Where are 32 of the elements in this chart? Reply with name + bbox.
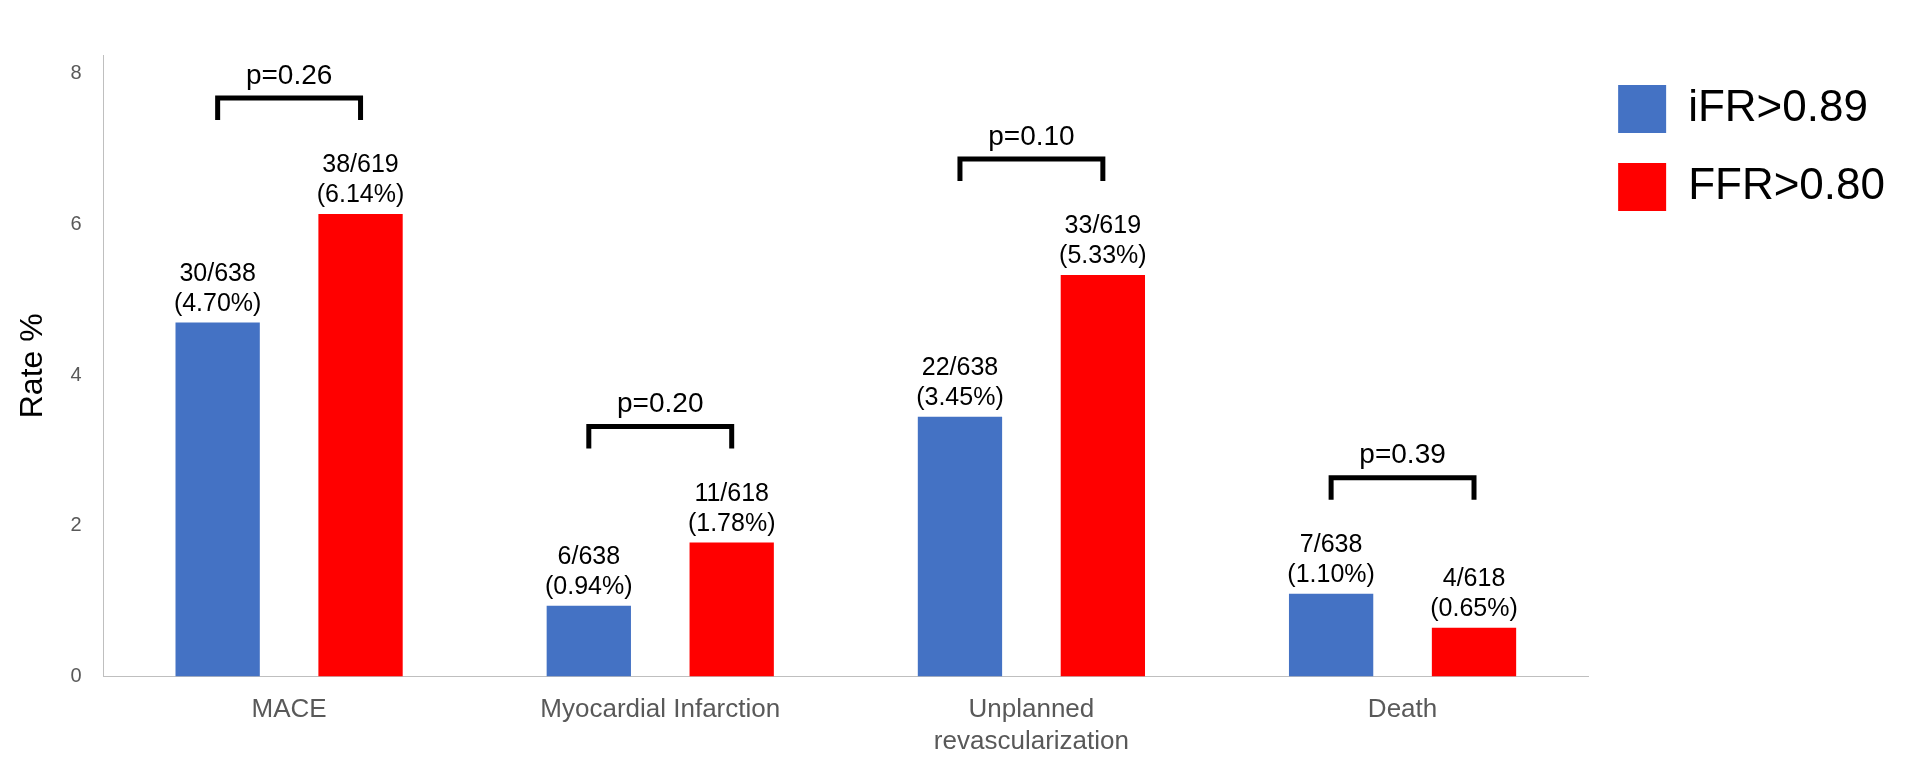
annotation: p=0.39 [1359, 438, 1446, 470]
data-label: 30/638 (4.70%) [173, 257, 262, 316]
bar [175, 322, 260, 677]
y-tick-label: 4 [70, 362, 82, 385]
bar [546, 605, 631, 677]
data-label: 22/638 (3.45%) [916, 352, 1004, 411]
data-label: 38/619 (6.14%) [316, 149, 405, 208]
bar [917, 416, 1003, 677]
y-axis-title: Rate % [13, 313, 50, 419]
legend-label: FFR>0.80 [1688, 159, 1886, 209]
x-tick-label: Myocardial Infarction [540, 693, 781, 724]
data-label: 11/618 (1.78%) [687, 477, 776, 536]
bar [1288, 593, 1374, 677]
legend-label: iFR>0.89 [1688, 81, 1868, 131]
x-tick-label: Death [1367, 693, 1438, 724]
y-tick-label: 0 [70, 664, 82, 687]
x-tick-label: MACE [251, 693, 327, 724]
annotation: p=0.20 [617, 387, 704, 419]
y-tick-label: 8 [70, 61, 82, 84]
bar [1060, 275, 1146, 677]
data-label: 4/618 (0.65%) [1430, 563, 1518, 622]
data-label: 33/619 (5.33%) [1059, 210, 1147, 269]
annotation: p=0.10 [988, 119, 1075, 151]
bar [1431, 627, 1517, 677]
annotation: p=0.26 [245, 58, 333, 90]
x-tick-label: Unplanned revascularization [933, 693, 1129, 755]
bar [318, 213, 403, 677]
y-tick-label: 6 [70, 212, 82, 235]
data-label: 6/638 (0.94%) [545, 541, 633, 600]
data-label: 7/638 (1.10%) [1287, 529, 1375, 588]
bar [689, 542, 774, 677]
y-tick-label: 2 [70, 513, 82, 536]
